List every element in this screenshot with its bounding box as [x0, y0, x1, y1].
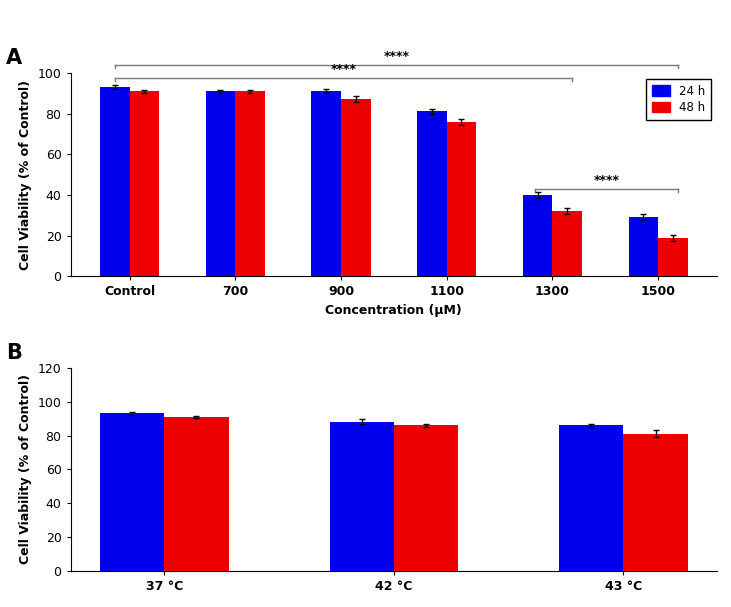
Text: A: A: [6, 49, 22, 69]
Bar: [394, 426, 458, 571]
Text: B: B: [6, 344, 22, 364]
Bar: [100, 413, 164, 571]
Text: ****: ****: [594, 174, 620, 187]
Legend: 24 h, 48 h: 24 h, 48 h: [646, 79, 711, 120]
Y-axis label: Cell Viability (% of Control): Cell Viability (% of Control): [19, 375, 32, 565]
Bar: [447, 121, 477, 276]
Bar: [658, 237, 688, 276]
Text: ****: ****: [330, 63, 357, 76]
Bar: [164, 417, 229, 571]
Bar: [624, 434, 688, 571]
Text: ****: ****: [384, 50, 409, 63]
Bar: [417, 112, 447, 276]
Bar: [205, 91, 235, 276]
Bar: [330, 422, 394, 571]
Bar: [553, 211, 582, 276]
Bar: [559, 426, 624, 571]
Bar: [629, 217, 658, 276]
Bar: [100, 87, 129, 276]
Bar: [129, 91, 159, 276]
Bar: [341, 100, 371, 276]
Bar: [235, 91, 265, 276]
Y-axis label: Cell Viability (% of Control): Cell Viability (% of Control): [19, 80, 32, 270]
Bar: [523, 195, 553, 276]
X-axis label: Concentration (μM): Concentration (μM): [325, 304, 462, 317]
Bar: [311, 91, 341, 276]
